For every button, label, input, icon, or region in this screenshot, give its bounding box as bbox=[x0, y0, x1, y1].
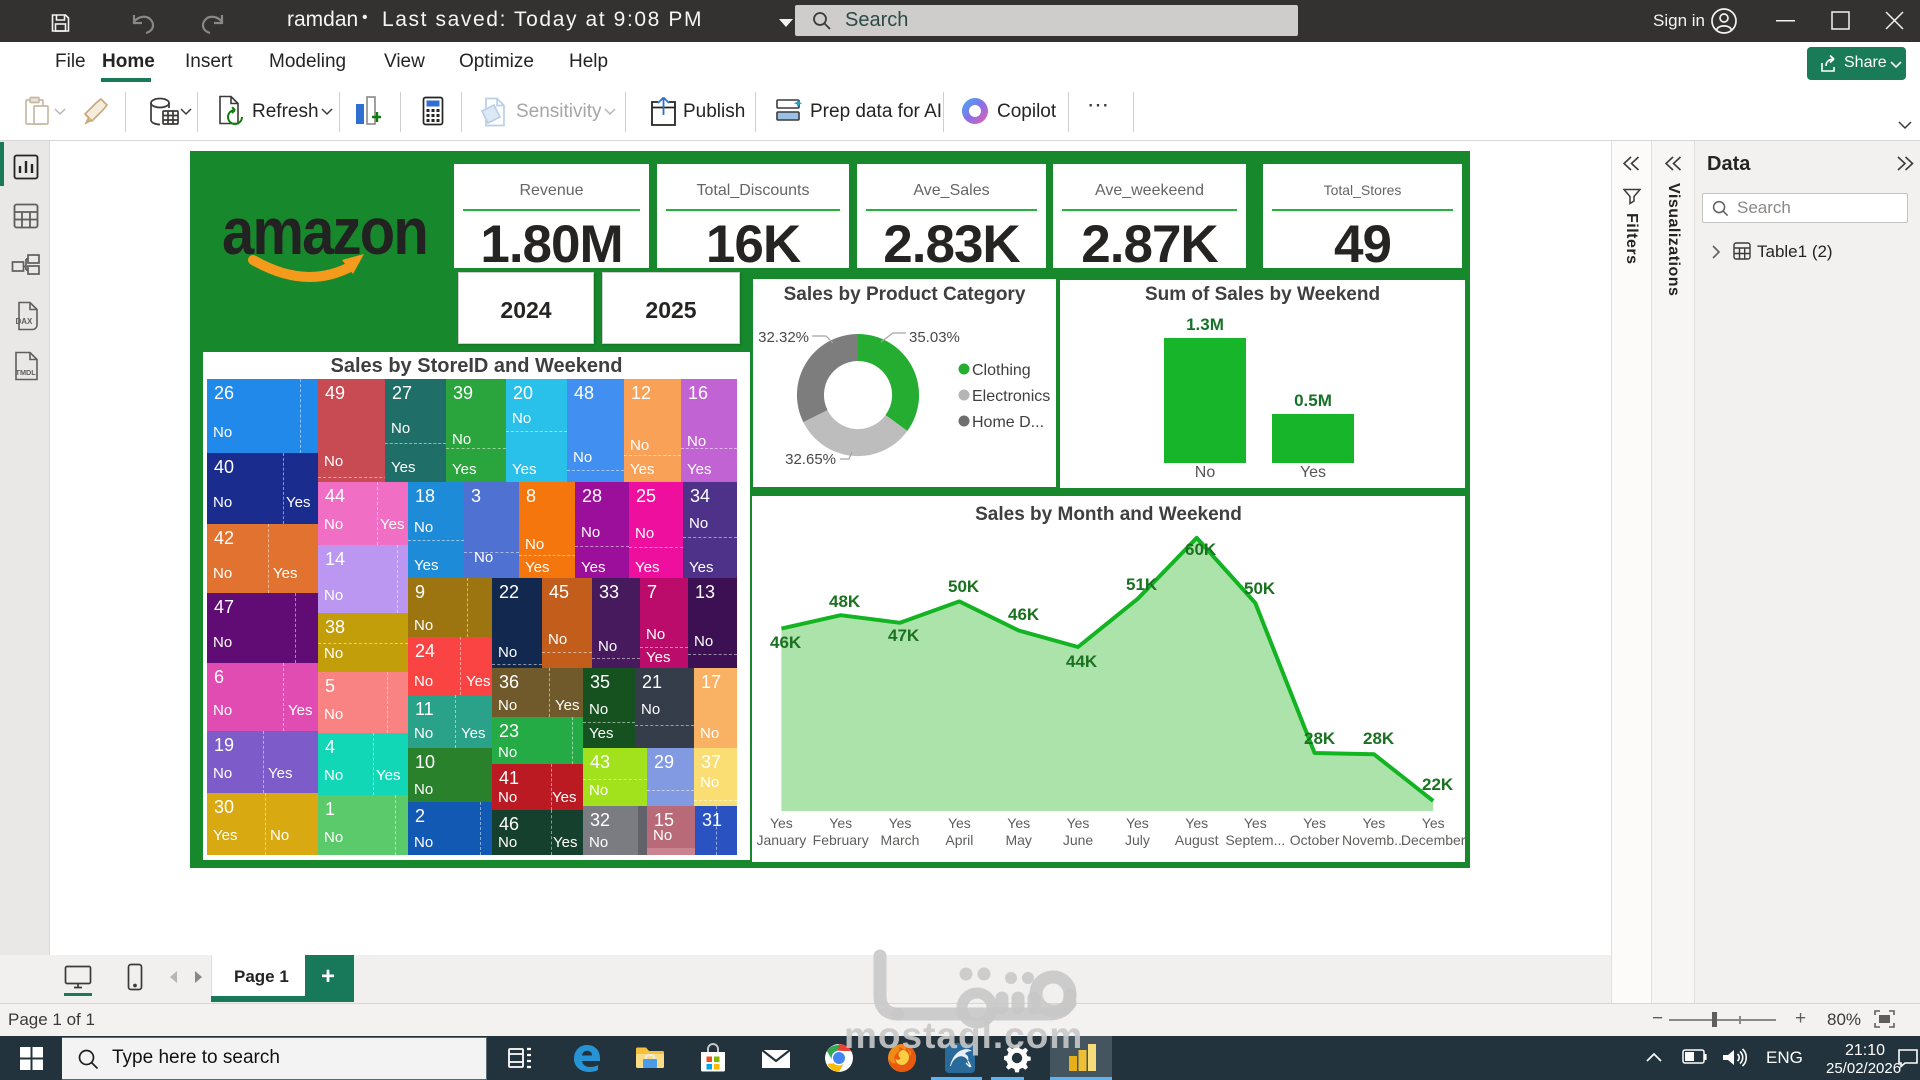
svg-text:Yes: Yes bbox=[1244, 815, 1267, 831]
svg-text:Electronics: Electronics bbox=[972, 388, 1050, 405]
svg-text:51K: 51K bbox=[1126, 575, 1158, 594]
svg-text:TMDL: TMDL bbox=[16, 368, 37, 377]
svg-text:Yes: Yes bbox=[1185, 815, 1208, 831]
svg-text:47K: 47K bbox=[888, 626, 920, 645]
svg-text:DAX: DAX bbox=[16, 317, 34, 326]
svg-text:46K: 46K bbox=[1008, 605, 1040, 624]
svg-text:Novemb...: Novemb... bbox=[1342, 832, 1406, 848]
svg-text:22K: 22K bbox=[1422, 775, 1454, 794]
svg-text:April: April bbox=[945, 832, 973, 848]
svg-text:Septem...: Septem... bbox=[1225, 832, 1285, 848]
svg-text:March: March bbox=[881, 832, 920, 848]
svg-text:44K: 44K bbox=[1066, 652, 1098, 671]
svg-text:amazon: amazon bbox=[222, 196, 427, 268]
svg-text:August: August bbox=[1175, 832, 1219, 848]
svg-text:Yes: Yes bbox=[1422, 815, 1445, 831]
svg-text:mostaql.com: mostaql.com bbox=[844, 1015, 1083, 1056]
svg-text:46K: 46K bbox=[770, 633, 802, 652]
svg-text:Yes: Yes bbox=[829, 815, 852, 831]
svg-text:February: February bbox=[813, 832, 869, 848]
svg-text:Yes: Yes bbox=[1007, 815, 1030, 831]
svg-text:60K: 60K bbox=[1185, 540, 1217, 559]
svg-text:December: December bbox=[1401, 832, 1465, 848]
svg-text:28K: 28K bbox=[1304, 729, 1336, 748]
svg-text:July: July bbox=[1125, 832, 1150, 848]
svg-text:0.5M: 0.5M bbox=[1294, 391, 1332, 410]
svg-text:Yes: Yes bbox=[1067, 815, 1090, 831]
svg-text:Yes: Yes bbox=[1362, 815, 1385, 831]
svg-text:32.65%: 32.65% bbox=[785, 451, 836, 468]
svg-text:January: January bbox=[756, 832, 806, 848]
svg-text:1.3M: 1.3M bbox=[1186, 315, 1224, 334]
svg-text:32.32%: 32.32% bbox=[758, 329, 809, 346]
svg-text:35.03%: 35.03% bbox=[909, 329, 960, 346]
svg-text:May: May bbox=[1005, 832, 1031, 848]
svg-text:48K: 48K bbox=[829, 592, 861, 611]
svg-text:No: No bbox=[1195, 464, 1216, 481]
svg-text:Home D...: Home D... bbox=[972, 414, 1044, 431]
svg-text:Yes: Yes bbox=[770, 815, 793, 831]
svg-text:Yes: Yes bbox=[889, 815, 912, 831]
svg-text:50K: 50K bbox=[948, 577, 980, 596]
svg-text:Yes: Yes bbox=[1303, 815, 1326, 831]
svg-text:28K: 28K bbox=[1363, 729, 1395, 748]
svg-text:50K: 50K bbox=[1244, 579, 1276, 598]
svg-text:Yes: Yes bbox=[1300, 464, 1326, 481]
svg-text:Clothing: Clothing bbox=[972, 362, 1031, 379]
svg-text:June: June bbox=[1063, 832, 1094, 848]
svg-text:Yes: Yes bbox=[948, 815, 971, 831]
svg-text:Yes: Yes bbox=[1126, 815, 1149, 831]
svg-text:October: October bbox=[1290, 832, 1340, 848]
